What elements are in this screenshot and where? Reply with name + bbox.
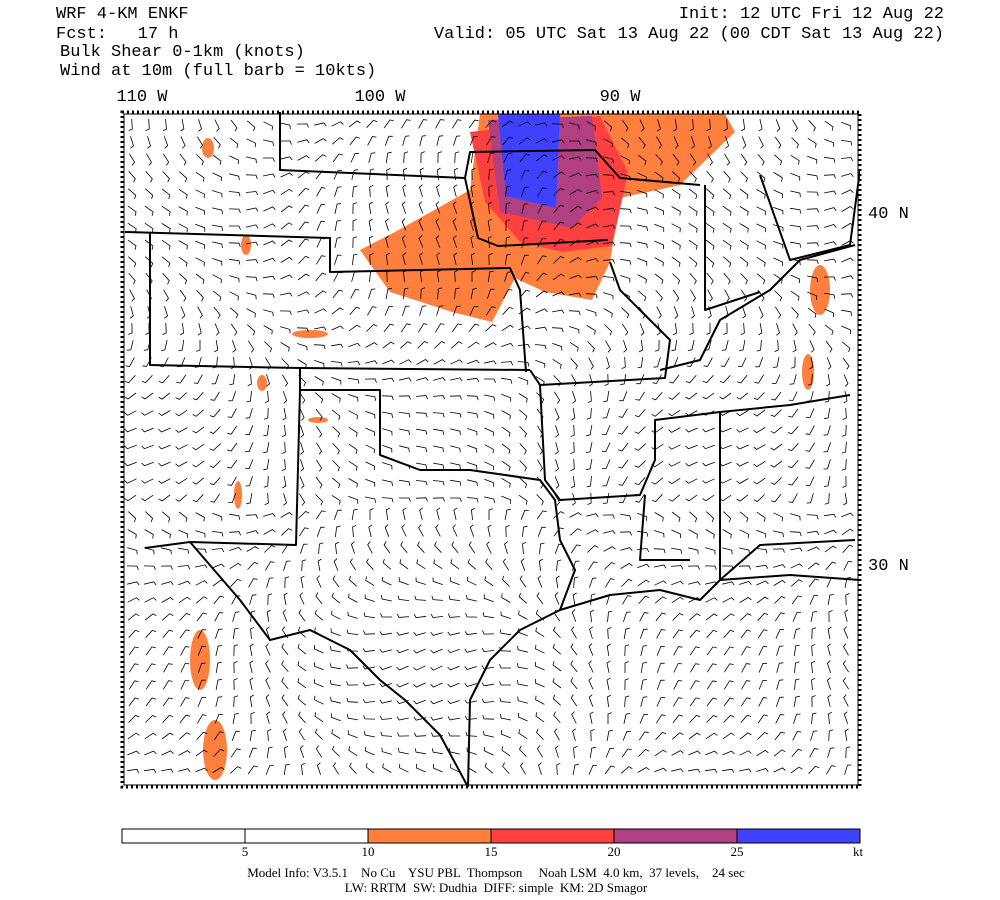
colorbar-tick-label: 25: [731, 844, 744, 859]
colorbar: 5 10 15 20 25 kt: [121, 828, 864, 859]
shear-shading: [190, 113, 830, 780]
colorbar-tick-label: 20: [608, 844, 621, 859]
model-info: Model Info: V3.5.1 No Cu YSU PBL Thompso…: [247, 865, 745, 880]
field-title: Bulk Shear 0-1km (knots): [60, 43, 305, 62]
map: [120, 110, 862, 789]
colorbar-segment: [244, 828, 369, 844]
state-boundaries: [124, 112, 860, 787]
map-frame-inner: [123, 113, 859, 786]
lon-label: 110 W: [116, 88, 168, 107]
lon-label: 90 W: [600, 88, 642, 107]
map-frame: [120, 110, 862, 789]
wind-barbs: [124, 118, 854, 776]
colorbar-tick-label: 10: [362, 844, 375, 859]
valid-time: Valid: 05 UTC Sat 13 Aug 22 (00 CDT Sat …: [434, 25, 944, 44]
colorbar-unit: kt: [853, 844, 864, 859]
lat-label: 30 N: [868, 557, 909, 576]
colorbar-segment: [367, 828, 492, 844]
colorbar-tick-label: 5: [242, 844, 249, 859]
wind-barb-field: [124, 118, 854, 776]
wind-title: Wind at 10m (full barb = 10kts): [60, 62, 376, 81]
lat-label: 40 N: [868, 205, 909, 224]
colorbar-segment: [121, 828, 246, 844]
model-physics: LW: RRTM SW: Dudhia DIFF: simple KM: 2D …: [345, 880, 648, 895]
lon-label: 100 W: [354, 88, 406, 107]
colorbar-segment: [613, 828, 738, 844]
colorbar-tick-label: 15: [485, 844, 498, 859]
colorbar-segment: [490, 828, 615, 844]
init-time: Init: 12 UTC Fri 12 Aug 22: [679, 5, 944, 24]
model-title: WRF 4-KM ENKF: [56, 5, 189, 24]
forecast-hour: Fcst: 17 h: [56, 25, 178, 44]
colorbar-segment: [736, 828, 861, 844]
